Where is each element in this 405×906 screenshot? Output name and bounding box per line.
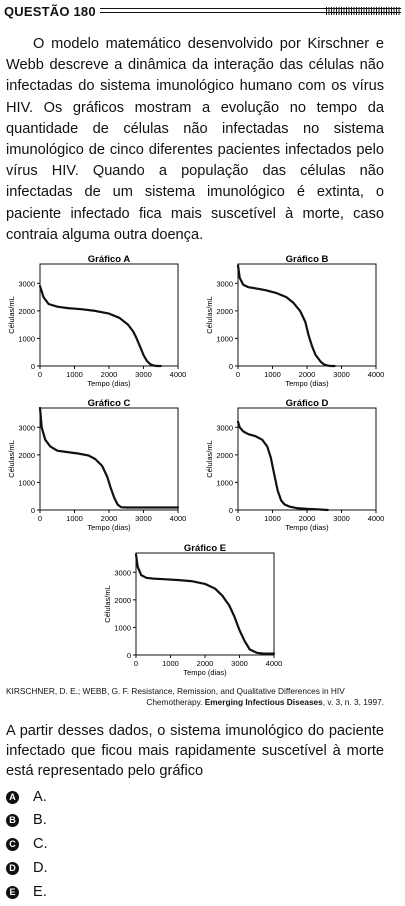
x-axis-label: Tempo (dias) [87, 523, 131, 532]
x-axis-label: Tempo (dias) [87, 379, 131, 388]
option-a[interactable]: A A. [6, 787, 47, 807]
series-line [236, 264, 336, 368]
option-e-text: E. [33, 884, 47, 900]
journal-name: Emerging Infectious Diseases [204, 696, 323, 707]
y-tick-label: 3000 [18, 279, 35, 288]
x-tick-label: 0 [134, 659, 138, 668]
question-statement: A partir desses dados, o sistema imunoló… [6, 723, 384, 779]
header-rule [99, 7, 401, 15]
option-b-letter-icon: B [6, 813, 19, 827]
x-axis-label: Tempo (dias) [285, 379, 329, 388]
series-line [134, 553, 276, 655]
x-tick-label: 3000 [333, 370, 350, 379]
x-tick-label: 2000 [197, 659, 214, 668]
y-axis-label: Células/mL [103, 585, 112, 623]
plot-frame [237, 407, 377, 511]
y-tick-label: 1000 [18, 478, 35, 487]
chart-title: Gráfico A [88, 254, 131, 265]
plot-frame [237, 263, 377, 367]
series-line [38, 284, 162, 368]
y-tick-label: 2000 [18, 307, 35, 316]
x-tick-label: 1000 [162, 659, 179, 668]
option-b[interactable]: B B. [6, 810, 47, 830]
series-line [236, 420, 329, 512]
x-tick-label: 2000 [101, 514, 118, 523]
x-tick-label: 4000 [170, 370, 187, 379]
option-d-text: D. [33, 860, 48, 876]
x-tick-label: 1000 [66, 370, 83, 379]
y-tick-label: 0 [229, 506, 233, 515]
series-line [38, 406, 180, 509]
chart-e: Gráfico E 0 1000 2000 3000 0 1000 2000 3000 4000 T… [103, 543, 283, 677]
x-tick-label: 0 [38, 370, 42, 379]
option-c[interactable]: C C. [6, 834, 48, 854]
option-d-letter-icon: D [6, 861, 19, 875]
option-c-letter-icon: C [6, 837, 19, 851]
option-c-text: C. [33, 836, 48, 852]
option-d[interactable]: D D. [6, 858, 48, 878]
y-tick-label: 1000 [114, 623, 131, 632]
question-header: QUESTÃO 180 [4, 2, 401, 20]
x-tick-label: 1000 [66, 514, 83, 523]
y-axis-label: Células/mL [205, 440, 214, 478]
x-tick-label: 3000 [333, 514, 350, 523]
y-tick-label: 3000 [114, 568, 131, 577]
chart-title: Gráfico C [88, 398, 131, 409]
option-e[interactable]: E E. [6, 882, 47, 902]
chart-d: Gráfico D 0 1000 2000 3000 0 1000 2000 3000 4000 T… [205, 398, 385, 532]
y-tick-label: 1000 [18, 334, 35, 343]
chart-c: Gráfico C 0 1000 2000 3000 0 1000 2000 3000 4000 T… [7, 398, 187, 532]
option-a-letter-icon: A [6, 790, 19, 804]
y-tick-label: 1000 [216, 478, 233, 487]
y-tick-label: 0 [127, 651, 131, 660]
intro-paragraph: O modelo matemático desenvolvido por Kir… [6, 36, 384, 243]
y-tick-label: 2000 [216, 451, 233, 460]
y-tick-label: 3000 [216, 279, 233, 288]
x-tick-label: 4000 [368, 370, 385, 379]
x-tick-label: 0 [38, 514, 42, 523]
option-e-letter-icon: E [6, 885, 19, 899]
chart-a: Gráfico A 0 1000 2000 3000 0 1000 2000 3000 4000 T… [7, 254, 187, 388]
y-axis-label: Células/mL [7, 440, 16, 478]
y-tick-label: 3000 [216, 423, 233, 432]
y-tick-label: 3000 [18, 423, 35, 432]
plot-frame [135, 552, 275, 656]
x-tick-label: 1000 [264, 370, 281, 379]
reference-line-2: Chemotherapy. Emerging Infectious Diseas… [146, 696, 384, 707]
question-number: QUESTÃO 180 [4, 3, 96, 19]
x-tick-label: 2000 [101, 370, 118, 379]
y-tick-label: 0 [229, 362, 233, 371]
x-tick-label: 0 [236, 370, 240, 379]
chart-title: Gráfico B [286, 254, 329, 265]
y-axis-label: Células/mL [7, 296, 16, 334]
x-tick-label: 3000 [135, 514, 152, 523]
reference: KIRSCHNER, D. E.; WEBB, G. F. Resistance… [6, 686, 384, 707]
x-axis-label: Tempo (dias) [285, 523, 329, 532]
y-tick-label: 2000 [18, 451, 35, 460]
y-tick-label: 1000 [216, 334, 233, 343]
x-tick-label: 4000 [266, 659, 283, 668]
chart-title: Gráfico D [286, 398, 329, 409]
y-tick-label: 0 [31, 362, 35, 371]
y-axis-label: Células/mL [205, 296, 214, 334]
option-b-text: B. [33, 812, 47, 828]
x-tick-label: 2000 [299, 370, 316, 379]
y-tick-label: 2000 [114, 596, 131, 605]
chart-title: Gráfico E [184, 543, 226, 554]
option-a-text: A. [33, 789, 47, 805]
x-tick-label: 1000 [264, 514, 281, 523]
y-tick-label: 0 [31, 506, 35, 515]
reference-line-1: KIRSCHNER, D. E.; WEBB, G. F. Resistance… [6, 686, 345, 696]
x-tick-label: 4000 [368, 514, 385, 523]
chart-b: Gráfico B 0 1000 2000 3000 0 1000 2000 3000 4000 T… [205, 254, 385, 388]
x-axis-label: Tempo (dias) [183, 668, 227, 677]
plot-frame [39, 407, 179, 511]
y-tick-label: 2000 [216, 307, 233, 316]
x-tick-label: 4000 [170, 514, 187, 523]
x-tick-label: 0 [236, 514, 240, 523]
plot-frame [39, 263, 179, 367]
x-tick-label: 3000 [231, 659, 248, 668]
x-tick-label: 2000 [299, 514, 316, 523]
x-tick-label: 3000 [135, 370, 152, 379]
